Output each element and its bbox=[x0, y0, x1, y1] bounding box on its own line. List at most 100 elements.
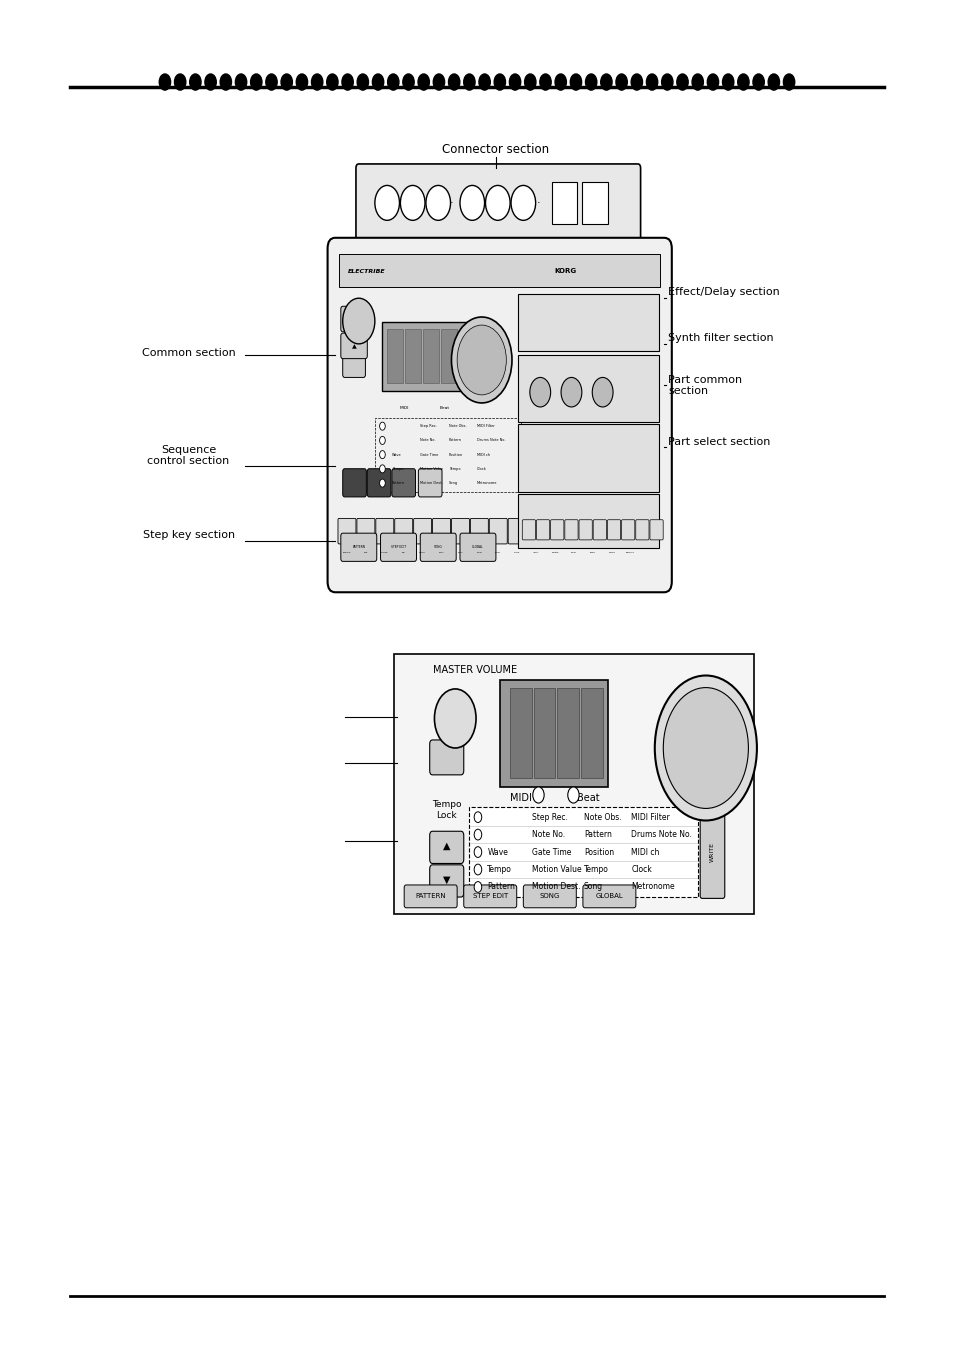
Circle shape bbox=[560, 377, 581, 407]
Circle shape bbox=[474, 812, 481, 823]
Circle shape bbox=[631, 74, 641, 91]
FancyBboxPatch shape bbox=[418, 469, 441, 497]
FancyBboxPatch shape bbox=[395, 519, 413, 544]
Circle shape bbox=[600, 74, 612, 91]
Circle shape bbox=[400, 185, 424, 220]
Text: Sequence
control section: Sequence control section bbox=[148, 444, 230, 466]
FancyBboxPatch shape bbox=[700, 805, 724, 898]
Circle shape bbox=[326, 74, 337, 91]
Circle shape bbox=[511, 185, 535, 220]
FancyBboxPatch shape bbox=[459, 534, 496, 562]
Circle shape bbox=[281, 74, 292, 91]
Text: Gate Time: Gate Time bbox=[420, 453, 438, 457]
FancyBboxPatch shape bbox=[394, 654, 753, 915]
FancyBboxPatch shape bbox=[356, 519, 375, 544]
FancyBboxPatch shape bbox=[355, 163, 639, 242]
Circle shape bbox=[570, 74, 581, 91]
FancyBboxPatch shape bbox=[380, 534, 416, 562]
Text: Position: Position bbox=[448, 453, 462, 457]
FancyBboxPatch shape bbox=[517, 424, 658, 492]
Text: ▼: ▼ bbox=[352, 317, 356, 322]
Text: Clock: Clock bbox=[476, 467, 486, 471]
Circle shape bbox=[782, 74, 794, 91]
FancyBboxPatch shape bbox=[635, 520, 648, 540]
Circle shape bbox=[485, 185, 510, 220]
Text: MASTER VOLUME: MASTER VOLUME bbox=[432, 665, 517, 674]
Circle shape bbox=[532, 786, 543, 802]
Text: Common section: Common section bbox=[142, 349, 235, 358]
FancyBboxPatch shape bbox=[489, 519, 507, 544]
Circle shape bbox=[555, 74, 566, 91]
Circle shape bbox=[375, 185, 399, 220]
Text: Wave: Wave bbox=[487, 847, 508, 857]
Text: Note No.: Note No. bbox=[420, 438, 436, 442]
FancyBboxPatch shape bbox=[578, 520, 592, 540]
Circle shape bbox=[425, 185, 450, 220]
Text: WRITE: WRITE bbox=[709, 842, 714, 862]
FancyBboxPatch shape bbox=[517, 295, 658, 350]
Text: ▲: ▲ bbox=[352, 345, 356, 349]
Text: Note Obs.: Note Obs. bbox=[583, 813, 620, 821]
FancyBboxPatch shape bbox=[499, 680, 607, 786]
Text: Beat: Beat bbox=[577, 793, 599, 802]
Text: Beat: Beat bbox=[438, 407, 449, 411]
Circle shape bbox=[529, 377, 550, 407]
Text: KORG: KORG bbox=[554, 269, 576, 274]
Circle shape bbox=[379, 480, 385, 488]
Circle shape bbox=[456, 326, 506, 394]
Text: MIDI: MIDI bbox=[510, 793, 532, 802]
FancyBboxPatch shape bbox=[340, 307, 367, 332]
FancyBboxPatch shape bbox=[607, 520, 620, 540]
FancyBboxPatch shape bbox=[429, 865, 463, 897]
Text: Tempo: Tempo bbox=[487, 865, 512, 874]
Text: Tempo: Tempo bbox=[392, 467, 403, 471]
Circle shape bbox=[174, 74, 186, 91]
FancyBboxPatch shape bbox=[536, 520, 549, 540]
FancyBboxPatch shape bbox=[580, 688, 602, 778]
FancyBboxPatch shape bbox=[551, 182, 577, 224]
FancyBboxPatch shape bbox=[429, 740, 463, 775]
FancyBboxPatch shape bbox=[517, 494, 658, 549]
FancyBboxPatch shape bbox=[342, 353, 365, 377]
Text: SONG: SONG bbox=[539, 893, 559, 898]
Text: STEP EDIT: STEP EDIT bbox=[472, 893, 507, 898]
Text: Position: Position bbox=[583, 847, 614, 857]
Text: ·: · bbox=[449, 197, 453, 208]
Circle shape bbox=[592, 377, 613, 407]
Circle shape bbox=[296, 74, 307, 91]
Circle shape bbox=[654, 676, 756, 820]
Text: Drums Note No.: Drums Note No. bbox=[476, 438, 505, 442]
Text: Metronome: Metronome bbox=[476, 481, 497, 485]
FancyBboxPatch shape bbox=[552, 513, 577, 538]
Circle shape bbox=[379, 422, 385, 430]
Circle shape bbox=[646, 74, 657, 91]
Circle shape bbox=[379, 465, 385, 473]
Text: Song: Song bbox=[583, 882, 602, 892]
FancyBboxPatch shape bbox=[621, 520, 634, 540]
Text: Pattern: Pattern bbox=[392, 481, 404, 485]
Text: Motion Dest.: Motion Dest. bbox=[420, 481, 442, 485]
FancyBboxPatch shape bbox=[420, 534, 456, 562]
FancyBboxPatch shape bbox=[564, 520, 578, 540]
FancyBboxPatch shape bbox=[405, 330, 421, 382]
FancyBboxPatch shape bbox=[521, 520, 535, 540]
Text: Note Obs.: Note Obs. bbox=[448, 424, 466, 428]
Circle shape bbox=[451, 317, 512, 403]
Circle shape bbox=[448, 74, 459, 91]
Circle shape bbox=[341, 74, 353, 91]
Circle shape bbox=[474, 847, 481, 858]
FancyBboxPatch shape bbox=[469, 807, 698, 897]
FancyBboxPatch shape bbox=[404, 885, 456, 908]
Text: GLOBAL: GLOBAL bbox=[595, 893, 622, 898]
Circle shape bbox=[356, 74, 368, 91]
Circle shape bbox=[379, 436, 385, 444]
Circle shape bbox=[661, 74, 672, 91]
FancyBboxPatch shape bbox=[621, 519, 639, 544]
FancyBboxPatch shape bbox=[533, 688, 555, 778]
FancyBboxPatch shape bbox=[517, 354, 658, 422]
Text: Effect/Delay section: Effect/Delay section bbox=[667, 288, 779, 297]
Circle shape bbox=[266, 74, 277, 91]
FancyBboxPatch shape bbox=[367, 469, 391, 497]
FancyBboxPatch shape bbox=[649, 520, 662, 540]
Text: Tempo
Lock: Tempo Lock bbox=[432, 800, 461, 820]
